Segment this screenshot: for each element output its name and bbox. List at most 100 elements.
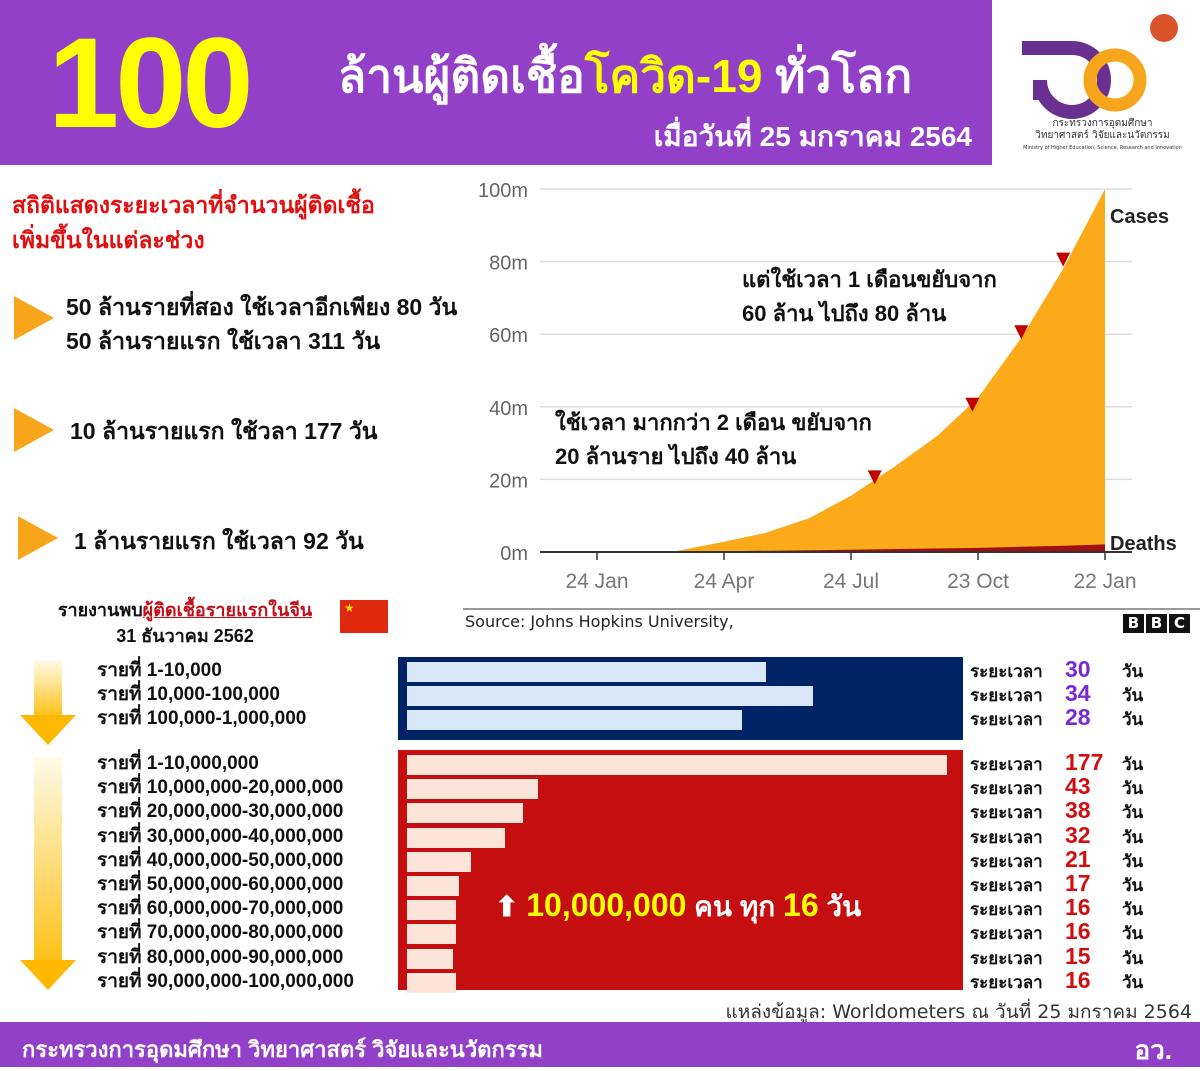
first-case-highlight: ผู้ติดเชื้อรายแรกในจีน	[142, 600, 313, 620]
range-label: รายที่ 10,000-100,000	[97, 684, 280, 705]
duration-label: ระยะเวลา 17 วัน	[970, 871, 1198, 898]
bullet-2: 10 ล้านรายแรก ใช้วลา 177 วัน	[70, 418, 378, 444]
chart-annotation: 60 ล้าน ไปถึง 80 ล้าน	[742, 300, 946, 326]
duration-prefix: ระยะเวลา	[970, 948, 1043, 968]
atom-icon	[1150, 14, 1178, 42]
heading-line1: สถิติแสดงระยะเวลาที่จำนวนผู้ติดเชื้อ	[12, 192, 375, 218]
duration-value: 21	[1065, 845, 1091, 872]
bullet-1-line2: 50 ล้านรายแรก ใช้เวลา 311 วัน	[66, 328, 381, 354]
series-label: Cases	[1110, 206, 1169, 228]
rate-annotation: ⬆ 10,000,000 คน ทุก 16 วัน	[495, 885, 861, 929]
range-label: รายที่ 1-10,000,000	[97, 753, 259, 774]
big-number: 100	[48, 12, 254, 155]
duration-prefix: ระยะเวลา	[970, 779, 1043, 799]
duration-prefix: ระยะเวลา	[970, 662, 1043, 681]
duration-value: 16	[1065, 894, 1091, 921]
duration-prefix: ระยะเวลา	[970, 851, 1043, 871]
bar	[407, 948, 453, 969]
heading-line2: เพิ่มขึ้นในแต่ละช่วง	[12, 227, 205, 253]
series-area-cases	[597, 189, 1105, 552]
header-date: เมื่อวันที่ 25 มกราคม 2564	[653, 121, 972, 152]
duration-prefix: ระยะเวลา	[970, 924, 1043, 944]
duration-unit: วัน	[1122, 948, 1144, 968]
china-flag-icon: ★	[340, 600, 388, 633]
duration-label: ระยะเวลา 34 วัน	[970, 681, 1198, 708]
range-label: รายที่ 50,000,000-60,000,000	[97, 874, 344, 895]
bar	[407, 876, 459, 896]
bar	[407, 803, 523, 824]
range-label: รายที่ 100,000-1,000,000	[97, 708, 307, 729]
duration-value: 43	[1065, 773, 1091, 800]
bullet-1-line1: 50 ล้านรายที่สอง ใช้เวลาอีกเพียง 80 วัน	[66, 294, 458, 320]
duration-unit: วัน	[1122, 876, 1144, 895]
duration-value: 38	[1065, 797, 1091, 824]
bar	[407, 851, 472, 872]
duration-value: 177	[1065, 749, 1104, 775]
duration-unit: วัน	[1122, 803, 1144, 823]
range-label: รายที่ 40,000,000-50,000,000	[97, 849, 344, 871]
x-tick-label: 24 Jan	[565, 570, 628, 593]
duration-value: 15	[1065, 942, 1091, 969]
duration-value: 32	[1065, 821, 1091, 848]
down-arrow-icon	[20, 660, 76, 745]
x-tick-label: 23 Oct	[947, 570, 1009, 593]
duration-unit: วัน	[1122, 779, 1144, 799]
milestone-marker	[867, 470, 882, 485]
bbc-c: C	[1169, 614, 1190, 633]
duration-value: 16	[1065, 966, 1091, 993]
bar-panel	[398, 657, 963, 740]
range-label: รายที่ 30,000,000-40,000,000	[97, 825, 344, 847]
first-case-date: 31 ธันวาคม 2562	[116, 626, 254, 646]
milestone-marker	[965, 397, 980, 412]
series-area-deaths	[597, 544, 1105, 552]
cases-area-chart: 0m 20m 40m 60m 80m 100m Cases Deaths 24 Jan 24 Ap…	[463, 180, 1200, 610]
bar	[407, 755, 947, 775]
range-label: รายที่ 10,000,000-20,000,000	[97, 777, 344, 799]
y-tick-label: 0m	[500, 543, 528, 565]
bullet-3: 1 ล้านรายแรก ใช้เวลา 92 วัน	[74, 528, 364, 554]
duration-unit: วัน	[1122, 924, 1144, 944]
duration-unit: วัน	[1122, 827, 1144, 847]
first-case-prefix: รายงานพบ	[57, 600, 143, 620]
duration-label: ระยะเวลา 38 วัน	[970, 797, 1198, 825]
duration-prefix: ระยะเวลา	[970, 755, 1043, 774]
duration-label: ระยะเวลา 177 วัน	[970, 749, 1198, 777]
duration-unit: วัน	[1122, 686, 1144, 705]
duration-prefix: ระยะเวลา	[970, 972, 1043, 992]
y-tick-label: 60m	[489, 325, 528, 347]
duration-label: ระยะเวลา 43 วัน	[970, 773, 1198, 801]
rate-number: 10,000,000	[526, 887, 687, 923]
bar	[407, 686, 814, 706]
ministry-logo	[1022, 14, 1178, 119]
bbc-b2: B	[1146, 614, 1167, 633]
series-label: Deaths	[1110, 533, 1177, 555]
duration-label: ระยะเวลา 16 วัน	[970, 966, 1198, 995]
rate-word1: คน ทุก	[686, 891, 784, 922]
footer-ministry: กระทรวงการอุดมศึกษา วิทยาศาสตร์ วิจัยและ…	[22, 1037, 543, 1062]
y-tick-label: 40m	[489, 398, 528, 420]
range-label: รายที่ 90,000,000-100,000,000	[97, 970, 354, 992]
chart-annotation: 20 ล้านราย ไปถึง 40 ล้าน	[555, 443, 796, 469]
x-tick-label: 24 Apr	[694, 570, 755, 593]
logo-text: กระทรวงการอุดมศึกษา วิทยาศาสตร์ วิจัยและน…	[1010, 118, 1195, 154]
duration-prefix: ระยะเวลา	[970, 686, 1043, 705]
footer-abbr: อว.	[1134, 1035, 1172, 1065]
bar	[407, 779, 539, 800]
bullet-1: 50 ล้านรายที่สอง ใช้เวลาอีกเพียง 80 วัน 5…	[66, 290, 471, 358]
bar	[407, 972, 456, 993]
duration-label: ระยะเวลา 32 วัน	[970, 821, 1198, 850]
bar	[407, 662, 766, 682]
page-title: ล้านผู้ติดเชื้อโควิด-19 ทั่วโลก	[338, 40, 912, 113]
duration-value: 16	[1065, 918, 1091, 945]
duration-unit: วัน	[1122, 972, 1144, 992]
title-part3: ทั่วโลก	[762, 50, 913, 102]
duration-prefix: ระยะเวลา	[970, 876, 1043, 895]
triangle-bullet-icon	[14, 296, 54, 340]
range-label: รายที่ 20,000,000-30,000,000	[97, 801, 344, 823]
bar	[407, 924, 456, 945]
milestone-marker	[1056, 252, 1071, 267]
bar	[407, 710, 742, 730]
rate-word2: วัน	[818, 891, 862, 922]
duration-value: 28	[1065, 704, 1091, 730]
logo-line3: Ministry of Higher Education, Science, R…	[1023, 145, 1182, 151]
